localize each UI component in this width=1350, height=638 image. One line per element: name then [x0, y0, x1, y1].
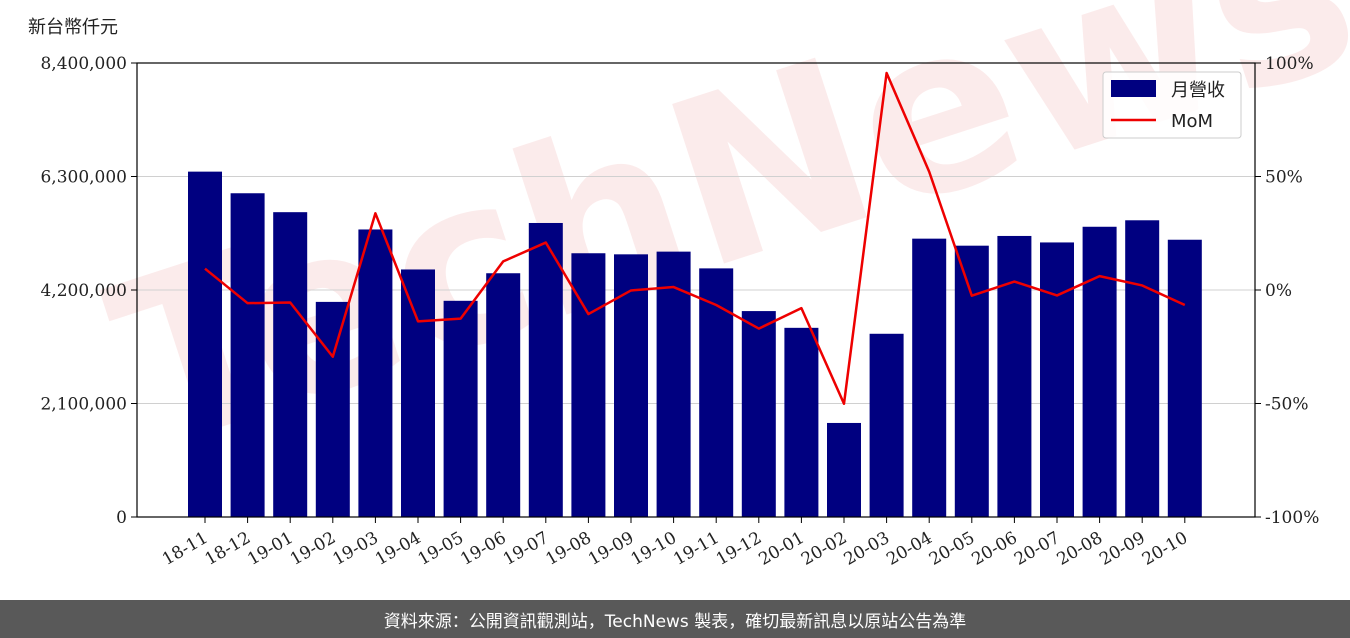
bar-19-01	[273, 212, 308, 517]
x-tick-label: 20-05	[926, 528, 978, 570]
bar-19-03	[358, 229, 393, 517]
x-tick-label: 20-08	[1054, 528, 1106, 570]
y-tick-label: 6,300,000	[40, 168, 127, 188]
x-tick-label: 18-12	[202, 528, 254, 570]
y-axis-right: -100% -50% 0% 50% 100%	[1255, 54, 1319, 528]
bar-19-10	[656, 251, 691, 517]
x-tick-label: 19-11	[670, 528, 722, 570]
y2-tick-label: 0%	[1265, 281, 1292, 301]
bar-20-03	[869, 333, 904, 517]
bar-19-02	[315, 301, 350, 517]
bar-18-12	[230, 193, 265, 517]
x-tick-label: 19-09	[585, 528, 637, 570]
legend: 月營收 MoM	[1102, 71, 1242, 139]
x-tick-label: 20-06	[968, 528, 1020, 570]
bar-20-08	[1082, 226, 1117, 517]
bar-20-06	[997, 235, 1032, 517]
x-tick-label: 19-03	[329, 528, 381, 570]
x-tick-label: 19-08	[542, 528, 594, 570]
x-tick-label: 18-11	[159, 528, 211, 570]
bar-20-07	[1040, 242, 1074, 517]
x-tick-label: 20-04	[883, 528, 935, 570]
y2-tick-label: -100%	[1265, 508, 1319, 528]
x-tick-label: 19-04	[372, 528, 424, 570]
mom-line	[204, 71, 1186, 405]
y2-tick-label: 50%	[1265, 168, 1303, 188]
bar-19-11	[699, 268, 734, 517]
bar-19-12	[741, 311, 776, 517]
bar-18-11	[188, 171, 222, 517]
x-tick-label: 20-02	[798, 528, 850, 570]
x-tick-label: 19-01	[244, 528, 296, 570]
bar-19-04	[401, 269, 435, 517]
bar-19-09	[614, 254, 648, 518]
y2-tick-label: -50%	[1265, 395, 1309, 415]
source-text: 資料來源：公開資訊觀測站，TechNews 製表，確切最新訊息以原站公告為準	[383, 611, 967, 632]
x-tick-label: 20-01	[755, 528, 807, 570]
x-tick-label: 20-03	[841, 528, 893, 570]
bar-19-07	[528, 222, 563, 517]
y-tick-label: 4,200,000	[40, 281, 127, 301]
x-tick-label: 19-05	[415, 528, 467, 570]
mom-series	[204, 71, 1186, 405]
x-tick-label: 19-06	[457, 528, 509, 570]
y-tick-label: 0	[116, 508, 127, 528]
x-tick-label: 19-10	[628, 528, 680, 570]
bar-20-05	[954, 245, 989, 517]
revenue-chart: TechNews 02,100,0004,200,0006,300,0008,4…	[28, 0, 1350, 570]
x-tick-label: 19-07	[500, 528, 552, 570]
y-axis-left: 0 2,100,000 4,200,000 6,300,000 8,400,000	[40, 54, 137, 528]
y-tick-label: 2,100,000	[40, 395, 127, 415]
x-tick-label: 19-02	[287, 528, 339, 570]
source-footer: 資料來源：公開資訊觀測站，TechNews 製表，確切最新訊息以原站公告為準	[0, 600, 1350, 638]
legend-label-mom: MoM	[1171, 111, 1213, 132]
x-tick-label: 19-12	[713, 528, 765, 570]
bar-series	[188, 171, 1202, 518]
legend-swatch-revenue	[1111, 80, 1156, 97]
y2-tick-label: 100%	[1265, 54, 1314, 74]
x-axis: 18-1118-1219-0119-0219-0319-0419-0519-06…	[159, 517, 1191, 570]
bar-20-01	[784, 327, 819, 517]
bar-20-04	[912, 238, 947, 517]
y-axis-unit-label: 新台幣仟元	[28, 17, 118, 38]
bar-19-06	[486, 273, 521, 517]
bar-20-02	[827, 422, 861, 517]
x-tick-label: 20-09	[1096, 528, 1148, 570]
bar-20-10	[1167, 239, 1202, 517]
bar-20-09	[1125, 220, 1160, 517]
y-tick-label: 8,400,000	[40, 54, 127, 74]
legend-label-revenue: 月營收	[1171, 80, 1225, 101]
bar-19-05	[443, 300, 478, 517]
x-tick-label: 20-07	[1011, 528, 1063, 570]
x-tick-label: 20-10	[1139, 528, 1191, 570]
